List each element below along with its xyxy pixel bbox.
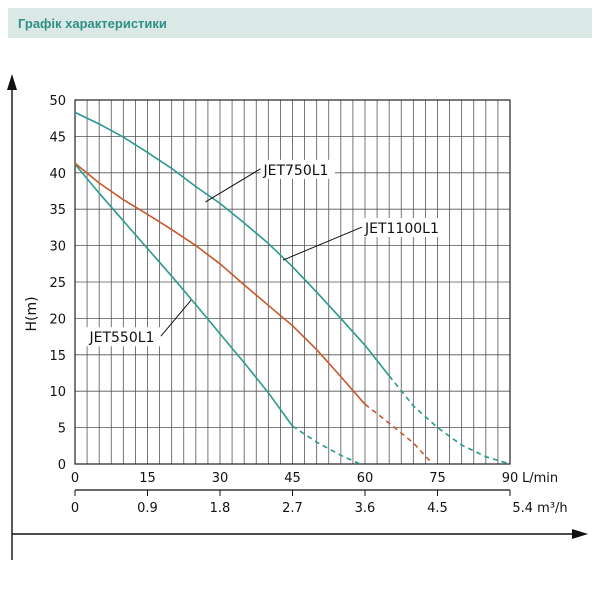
y-tick-label: 40 [49,167,66,182]
x2-tick-label: 1.8 [210,501,231,516]
x2-tick-label: 4.5 [427,501,448,516]
y-axis-arrow-icon [7,74,17,90]
x-tick-label: 90 [502,471,519,486]
grid [74,99,511,465]
x-unit-label: L/min [522,471,558,486]
x2-tick-label: 3.6 [355,501,376,516]
series-label: JET550L1 [89,330,155,346]
x2-unit-label: 5.4 m³/h [512,501,567,516]
x-tick-label: 30 [212,471,229,486]
series-label-background [86,327,161,347]
series-line-jet750l1 [74,111,390,377]
y-tick-label: 10 [49,385,66,400]
x-tick-label: 15 [139,471,156,486]
x-tick-label: 0 [71,471,79,486]
series-label-background [362,218,445,238]
labels: JET750L1 JET1100L1 JET550L1 [86,159,445,347]
series-label-leader [282,226,363,261]
x-tick-label: 75 [429,471,446,486]
y-tick-label: 45 [49,130,66,145]
series-label-background [260,159,335,179]
x-tick-label: 45 [284,471,301,486]
y-tick-label: 5 [58,422,66,437]
series-label-leader [160,299,192,337]
series-dashed-line-jet1100l1 [364,403,434,465]
series-label-leader [205,168,261,203]
x-tick-label: 60 [357,471,374,486]
y-tick-label: 20 [49,312,66,327]
y-tick-label: 15 [49,349,66,364]
series-line-jet1100l1 [74,162,366,405]
series-dashed-line-jet750l1 [388,375,511,465]
plot-border [74,99,511,465]
chart-header-bar: Графік характеристики [8,8,592,38]
series-label: JET1100L1 [364,221,439,237]
series-dashed-line-jet550l1 [292,425,361,465]
series-label: JET750L1 [263,163,329,179]
y-axis-label: H(m) [24,296,40,331]
axes: 0 5 10 15 20 25 30 35 40 45 50 0 15 30 45 60 75 90 L/min 0 0… [7,74,588,560]
x2-tick-label: 0.9 [137,501,158,516]
y-tick-label: 35 [49,203,66,218]
series-group [74,111,511,465]
y-tick-label: 25 [49,276,66,291]
chart-header-title: Графік характеристики [18,15,167,31]
y-tick-label: 0 [58,458,66,473]
series-line-jet550l1 [74,163,294,427]
y-tick-label: 30 [49,240,66,255]
x2-tick-label: 0 [71,501,79,516]
y-tick-label: 50 [49,94,66,109]
x2-tick-label: 2.7 [282,501,303,516]
x-axis-arrow-icon [572,529,588,539]
